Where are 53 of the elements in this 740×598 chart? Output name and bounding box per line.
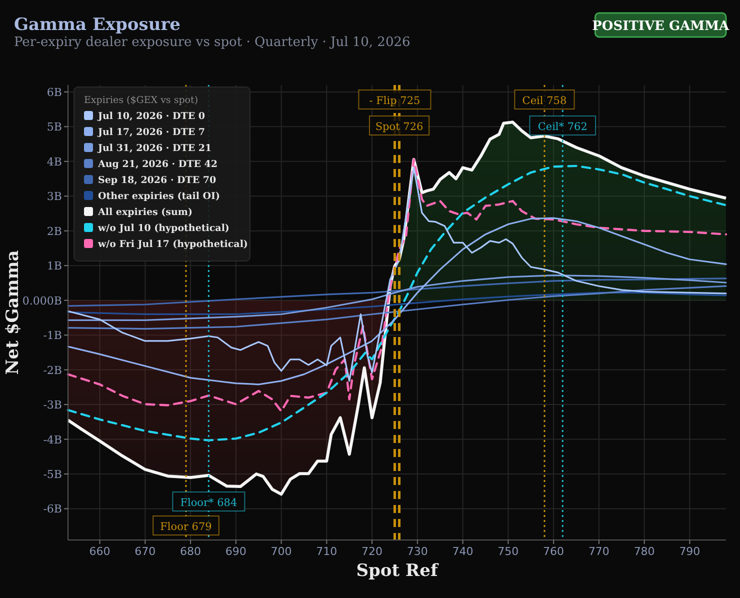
legend-label: Jul 10, 2026 · DTE 0 — [97, 111, 206, 122]
x-tick-label: 710 — [316, 545, 338, 558]
y-tick-label: -1B — [43, 329, 62, 342]
y-tick-label: -5B — [43, 468, 62, 482]
x-tick-label: 770 — [588, 545, 610, 558]
x-tick-label: 750 — [498, 545, 519, 558]
ref-line-label: Ceil* 762 — [538, 121, 588, 133]
ref-line-label: - Flip 725 — [369, 95, 420, 107]
chart-title: Gamma Exposure — [14, 15, 181, 35]
y-axis-title: Net $Gamma — [3, 250, 23, 375]
text: POSITIVE GAMMA — [592, 19, 730, 34]
x-tick-label: 720 — [362, 545, 383, 558]
y-tick-label: -6B — [43, 502, 62, 516]
legend-label: Jul 31, 2026 · DTE 21 — [97, 143, 212, 154]
x-tick-label: 730 — [406, 545, 428, 558]
x-axis-title: Spot Ref — [356, 561, 440, 581]
legend-label: w/o Jul 10 (hypothetical) — [97, 223, 230, 234]
y-tick-label: 4B — [46, 155, 62, 168]
line-series — [67, 217, 727, 386]
legend-label: All expiries (sum) — [97, 207, 192, 218]
legend-label: Other expiries (tail OI) — [98, 191, 220, 202]
legend-label: Aug 21, 2026 · DTE 42 — [97, 159, 218, 170]
line-series — [67, 274, 727, 321]
ref-line-label: Spot 726 — [375, 121, 424, 133]
y-tick-label: -3B — [43, 398, 62, 412]
x-tick-label: 700 — [270, 545, 292, 558]
legend-title: Expiries ($GEX vs spot) — [84, 95, 198, 106]
x-tick-label: 680 — [180, 545, 202, 558]
y-tick-label: 2B — [46, 224, 62, 238]
chart-subtitle: Per-expiry dealer exposure vs spot · Quarterly · Jul 10, 2026 — [14, 35, 410, 50]
x-tick-label: 780 — [634, 545, 655, 558]
y-tick-label: -4B — [43, 433, 62, 446]
legend-label: w/o Fri Jul 17 (hypothetical) — [97, 239, 248, 250]
x-tick-label: 670 — [134, 545, 156, 558]
y-tick-label: 1B — [46, 260, 62, 273]
x-tick-label: 740 — [452, 545, 474, 558]
line-series — [67, 292, 727, 316]
legend-label: Jul 17, 2026 · DTE 7 — [97, 127, 205, 138]
x-tick-label: 760 — [543, 545, 564, 558]
y-tick-label: 6B — [46, 86, 62, 99]
line-series — [67, 285, 727, 330]
ref-line-label: Floor* 684 — [180, 497, 238, 509]
ref-line-label: Floor 679 — [160, 521, 212, 533]
line-series — [67, 278, 727, 307]
x-tick-label: 660 — [89, 545, 110, 558]
y-tick-label: 3B — [46, 190, 62, 204]
y-tick-label: 5B — [46, 120, 62, 134]
y-tick-label: 0.000B — [22, 294, 62, 308]
ref-line-label: Ceil 758 — [522, 95, 567, 107]
x-tick-label: 790 — [679, 545, 700, 558]
legend-label: Sep 18, 2026 · DTE 70 — [98, 175, 217, 186]
y-tick-label: -2B — [43, 364, 62, 377]
x-tick-label: 690 — [225, 545, 246, 558]
